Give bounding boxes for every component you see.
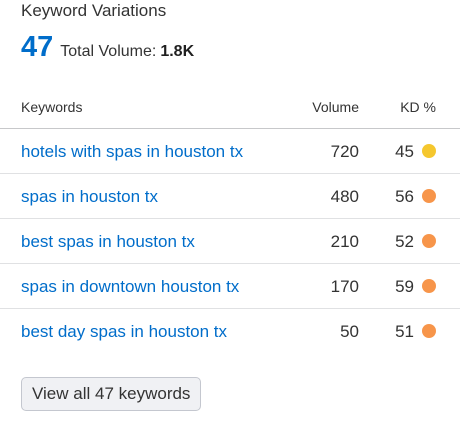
keyword-volume: 50 [340, 322, 359, 341]
keyword-link[interactable]: best day spas in houston tx [21, 322, 228, 341]
volume-column-header: Volume [312, 99, 359, 115]
keyword-volume: 720 [330, 142, 359, 161]
keyword-volume: 170 [330, 277, 359, 296]
keywords-table: Keywords Volume KD % hotels with spas in… [0, 90, 460, 353]
difficulty-dot-icon [422, 279, 436, 293]
difficulty-dot-icon [422, 234, 436, 248]
keywords-column-header: Keywords [21, 99, 83, 115]
keyword-variations-widget: Keyword Variations 47 Total Volume: 1.8K… [0, 1, 460, 411]
difficulty-dot-icon [422, 189, 436, 203]
keyword-difficulty: 52 [395, 232, 414, 251]
keyword-volume: 210 [330, 232, 359, 251]
widget-title: Keyword Variations [21, 1, 167, 20]
difficulty-dot-icon [422, 324, 436, 338]
table-row: spas in downtown houston tx 170 59 [0, 264, 460, 309]
keyword-difficulty: 45 [395, 142, 414, 161]
view-all-keywords-button[interactable]: View all 47 keywords [21, 377, 202, 411]
table-row: spas in houston tx 480 56 [0, 174, 460, 219]
table-row: best spas in houston tx 210 52 [0, 219, 460, 264]
keyword-difficulty: 51 [395, 322, 414, 341]
keyword-difficulty: 59 [395, 277, 414, 296]
kd-column-header: KD % [400, 99, 436, 115]
keyword-summary: 47 Total Volume: 1.8K [21, 31, 194, 64]
table-row: hotels with spas in houston tx 720 45 [0, 129, 460, 174]
keyword-link[interactable]: hotels with spas in houston tx [21, 142, 244, 161]
table-row: best day spas in houston tx 50 51 [0, 309, 460, 353]
total-volume-value: 1.8K [160, 43, 195, 60]
keyword-volume: 480 [330, 187, 359, 206]
difficulty-dot-icon [422, 144, 436, 158]
keyword-link[interactable]: best spas in houston tx [21, 232, 195, 251]
keyword-difficulty: 56 [395, 187, 414, 206]
keyword-link[interactable]: spas in houston tx [21, 187, 159, 206]
total-volume-label: Total Volume: [60, 43, 157, 60]
table-header: Keywords Volume KD % [0, 90, 460, 129]
keyword-count: 47 [21, 31, 54, 63]
keyword-link[interactable]: spas in downtown houston tx [21, 277, 240, 296]
